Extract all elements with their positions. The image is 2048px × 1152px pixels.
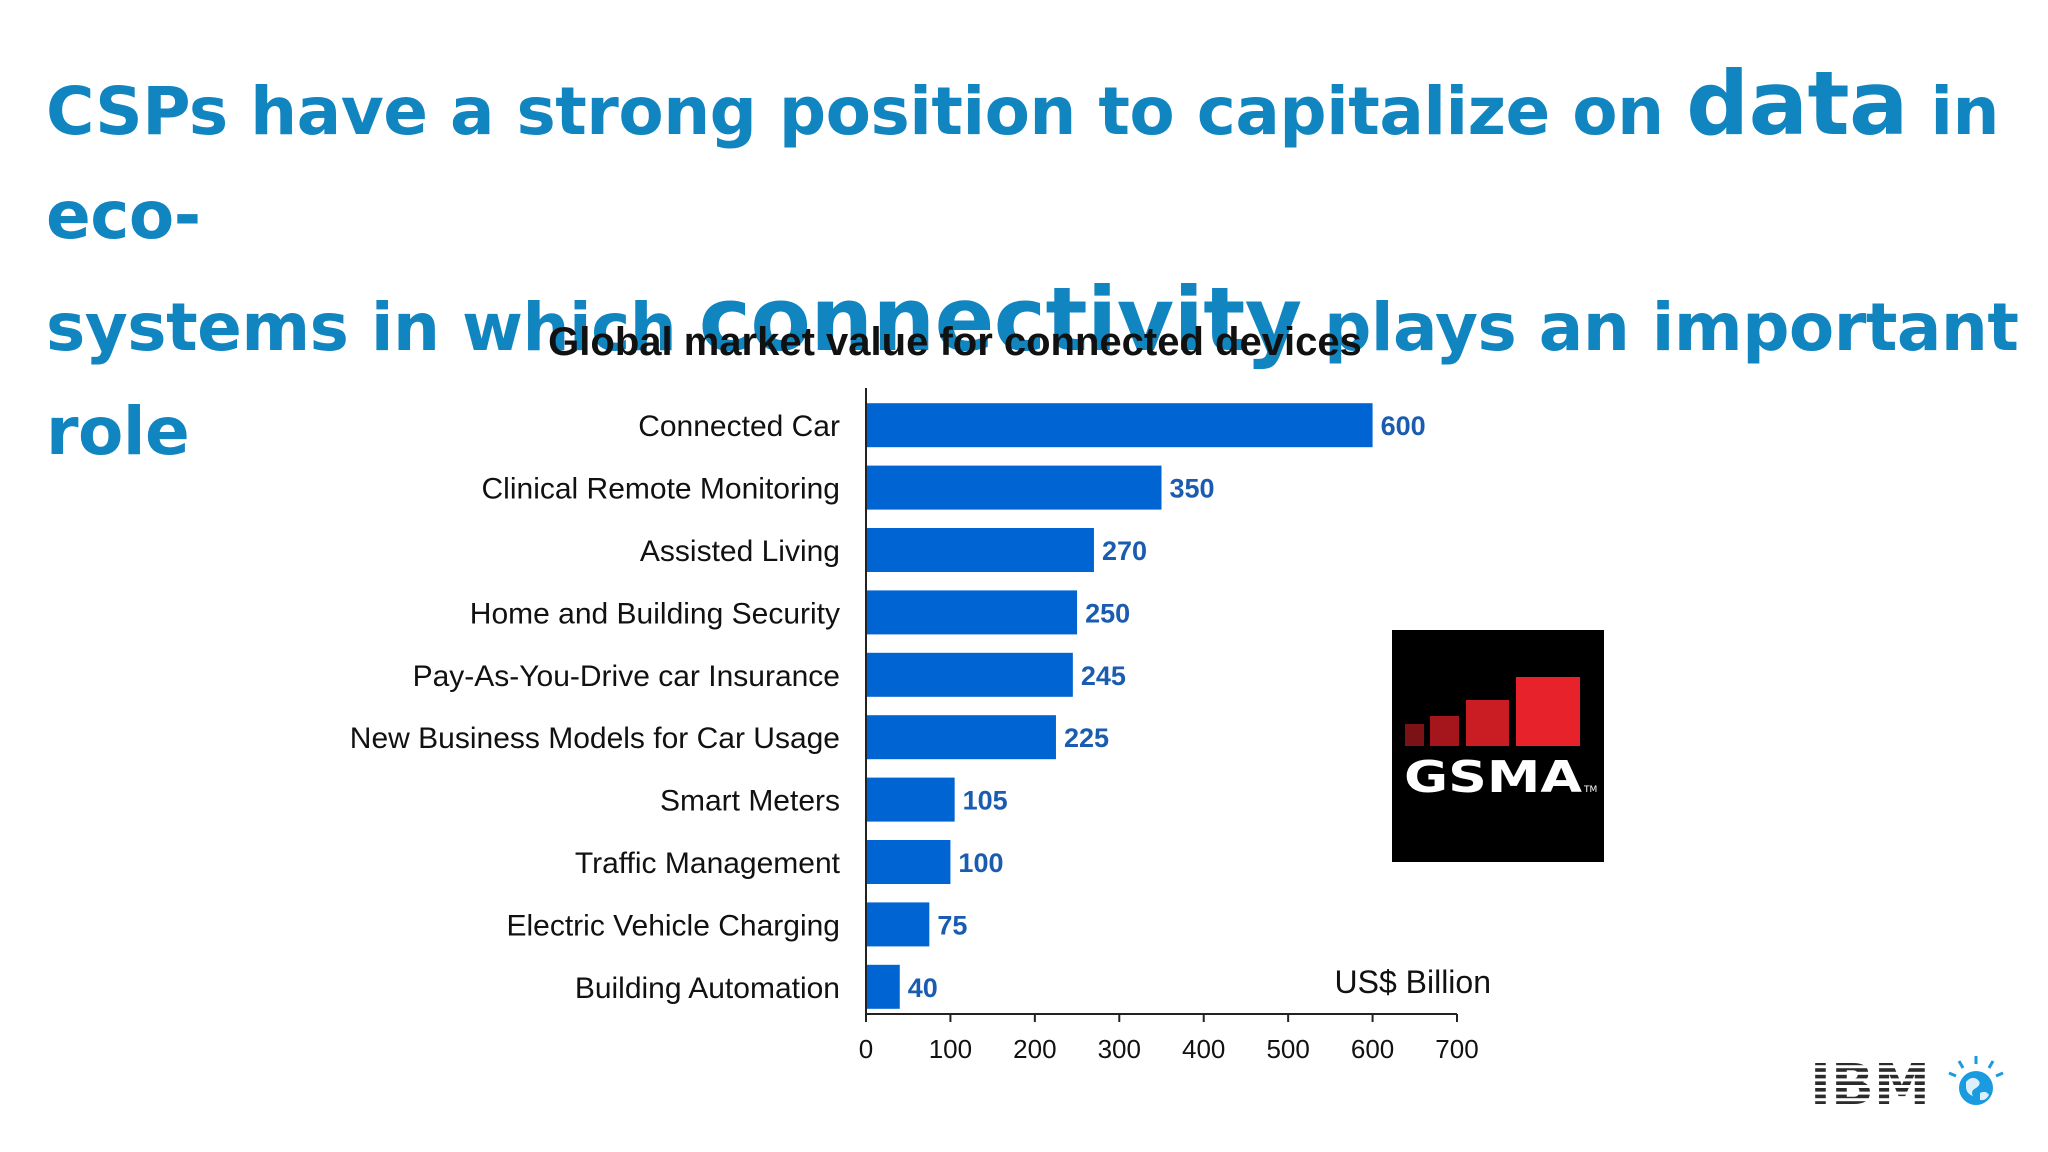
gsma-logo: GSMA TM [1392,630,1604,862]
x-tick-label: 400 [1182,1034,1225,1064]
bar [866,652,1073,697]
category-label: Building Automation [575,972,840,1005]
headline-emphasis-connectivity: connectivity [698,268,1302,371]
bar [866,715,1056,760]
gsma-wordmark: GSMA [1404,752,1582,803]
x-tick-label: 200 [1013,1034,1056,1064]
category-label: Connected Car [638,410,840,443]
slide-headline: CSPs have a strong position to capitaliz… [46,52,2036,484]
data-label: 100 [958,848,1003,878]
data-label: 105 [963,786,1008,816]
globe-icon [1948,1056,2004,1105]
headline-line1-post: in eco- [46,73,2000,254]
bar-chart: Global market value for connected device… [350,320,1491,1064]
bar [866,902,930,947]
data-label: 250 [1085,598,1130,628]
category-label: Smart Meters [660,785,840,818]
x-tick-label: 500 [1266,1034,1309,1064]
data-label: 350 [1170,474,1215,504]
svg-text:TM: TM [1583,785,1597,795]
svg-text:IBM: IBM [1810,1053,1930,1108]
x-tick-label: 0 [859,1034,873,1064]
category-label: Traffic Management [575,847,841,880]
chart-plot-area: Connected Car 600 Clinical Remote Monitori… [350,388,1479,1064]
bar [866,777,955,822]
category-label: Clinical Remote Monitoring [482,473,840,506]
bar [866,964,900,1009]
chart-title: Global market value for connected device… [548,320,1362,364]
bar [866,403,1373,448]
headline-emphasis-data: data [1686,52,1908,155]
headline-line2-pre: systems in which [46,289,699,366]
category-label: New Business Models for Car Usage [350,722,840,755]
category-label: Assisted Living [640,535,840,568]
category-label: Home and Building Security [470,597,840,630]
data-label: 270 [1102,536,1147,566]
data-label: 245 [1081,661,1126,691]
chart-unit-label: US$ Billion [1334,964,1491,1000]
category-label: Pay-As-You-Drive car Insurance [413,660,840,693]
x-tick-label: 100 [929,1034,972,1064]
ibm-logo: IBM [1810,1053,2004,1108]
x-tick-label: 600 [1351,1034,1394,1064]
data-label: 40 [908,973,938,1003]
bar [866,528,1094,572]
x-tick-label: 700 [1435,1034,1478,1064]
headline-line1-pre: CSPs have a strong position to capitaliz… [46,73,1687,150]
data-label: 225 [1064,723,1109,753]
bar [866,590,1078,635]
data-label: 75 [937,910,967,940]
x-tick-label: 300 [1098,1034,1141,1064]
category-label: Electric Vehicle Charging [506,909,840,942]
bar [866,465,1162,510]
data-label: 600 [1381,411,1426,441]
bar [866,840,951,884]
headline-line2-post: plays an important role [46,289,2019,470]
